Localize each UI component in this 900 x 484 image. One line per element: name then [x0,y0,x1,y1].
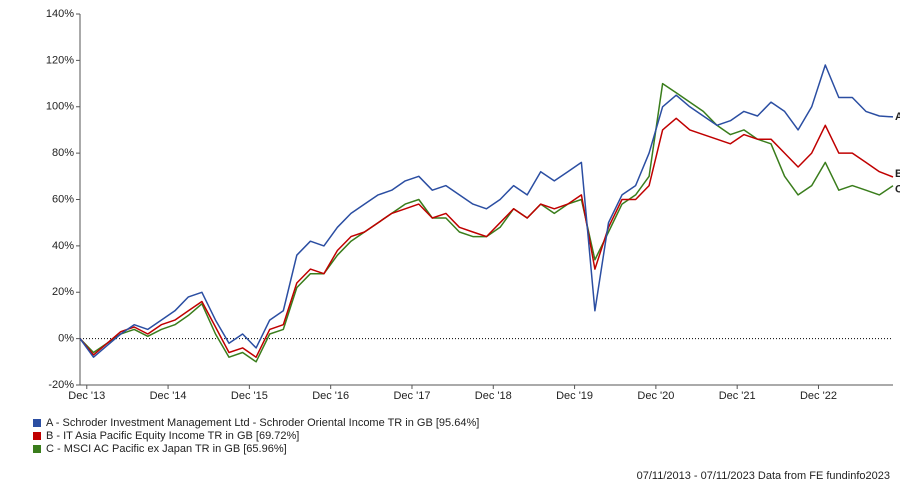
series-line [79,64,894,358]
y-tick-label: 60% [52,193,74,205]
x-tick-label: Dec '19 [556,390,593,402]
x-tick-label: Dec '22 [800,390,837,402]
x-tick-label: Dec '15 [231,390,268,402]
x-tick-label: Dec '16 [312,390,349,402]
x-tick-label: Dec '13 [68,390,105,402]
y-tick-label: 20% [52,286,74,298]
y-tick-label: 80% [52,147,74,159]
legend-label: B - IT Asia Pacific Equity Income TR in … [46,430,299,442]
y-tick-label: 120% [46,54,74,66]
end-tag: B [895,168,900,180]
series-line [79,82,894,363]
end-tag: C [895,184,900,196]
y-tick-label: 0% [58,333,74,345]
y-tick-label: 140% [46,8,74,20]
legend-swatch [33,445,41,453]
x-tick-label: Dec '18 [475,390,512,402]
legend-label: C - MSCI AC Pacific ex Japan TR in GB [6… [46,443,287,455]
y-tick-label: 40% [52,240,74,252]
y-tick-label: -20% [48,379,74,391]
x-tick-label: Dec '20 [637,390,674,402]
legend-swatch [33,419,41,427]
legend-swatch [33,432,41,440]
x-tick-label: Dec '17 [393,390,430,402]
series-line [79,117,894,358]
y-tick-label: 100% [46,101,74,113]
x-tick-label: Dec '21 [719,390,756,402]
end-tag: A [895,111,900,123]
footer: 07/11/2013 - 07/11/2023 Data from FE fun… [637,470,890,482]
x-tick-label: Dec '14 [150,390,187,402]
legend-label: A - Schroder Investment Management Ltd -… [46,417,479,429]
